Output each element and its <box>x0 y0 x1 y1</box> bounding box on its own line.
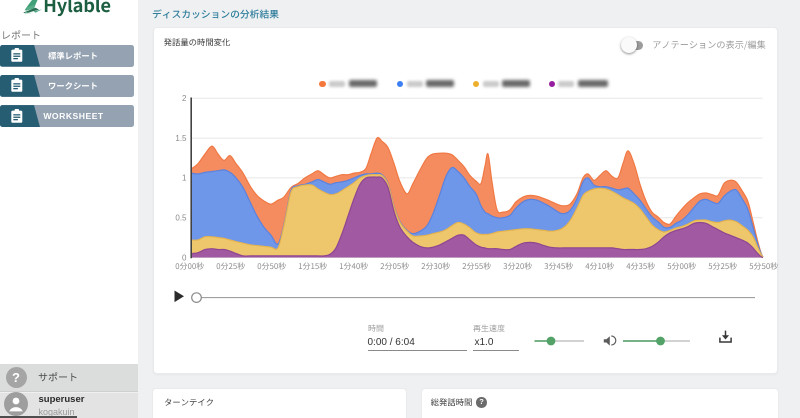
svg-text:2: 2 <box>182 94 187 103</box>
svg-text:0: 0 <box>182 253 187 262</box>
svg-text:1.5: 1.5 <box>175 134 187 143</box>
svg-text:0.5: 0.5 <box>175 214 187 223</box>
svg-text:1: 1 <box>182 174 187 183</box>
